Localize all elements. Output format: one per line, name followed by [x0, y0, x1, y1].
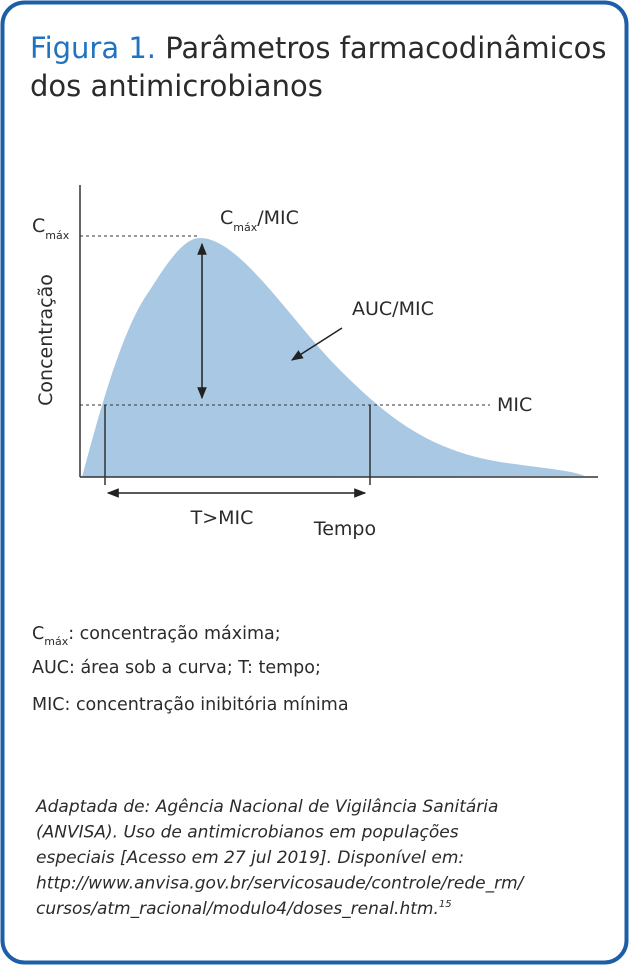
- label-part: C: [220, 207, 233, 229]
- label-part: C: [32, 215, 45, 237]
- mic-label: MIC: [497, 394, 532, 416]
- source-line: cursos/atm_racional/modulo4/doses_renal.…: [36, 899, 452, 919]
- title-line: dos antimicrobianos: [30, 69, 323, 103]
- auc-mic-label: AUC/MIC: [352, 298, 434, 320]
- x-axis-label: Tempo: [313, 518, 376, 540]
- label-part: /MIC: [257, 207, 299, 229]
- label-part: : concentração máxima;: [68, 624, 280, 644]
- source-text: http://www.anvisa.gov.br/servicosaude/co…: [36, 874, 526, 894]
- concentration-curve: [82, 238, 585, 477]
- cmax-mic-label: Cmáx/MIC: [220, 207, 299, 234]
- cmax-label: Cmáx: [32, 215, 70, 242]
- source-text: (ANVISA). Uso de antimicrobianos em popu…: [36, 823, 459, 843]
- source-text: Adaptada de: Agência Nacional de Vigilân…: [35, 797, 498, 817]
- label-sub: máx: [44, 635, 68, 648]
- source-line: http://www.anvisa.gov.br/servicosaude/co…: [36, 874, 526, 894]
- label-sub: máx: [233, 221, 257, 234]
- source-text: especiais [Acesso em 27 jul 2019]. Dispo…: [36, 848, 464, 868]
- legend-line: Cmáx: concentração máxima;: [32, 624, 281, 648]
- source-text: cursos/atm_racional/modulo4/doses_renal.…: [36, 899, 439, 919]
- legend-line: AUC: área sob a curva; T: tempo;: [32, 658, 321, 678]
- source-line: (ANVISA). Uso de antimicrobianos em popu…: [36, 823, 459, 843]
- legend-line: MIC: concentração inibitória mínima: [32, 695, 349, 715]
- source-line: especiais [Acesso em 27 jul 2019]. Dispo…: [36, 848, 464, 868]
- title-line: Parâmetros farmacodinâmicos: [165, 31, 606, 65]
- tmic-label: T>MIC: [190, 507, 254, 529]
- label-part: C: [32, 624, 44, 644]
- y-axis-label: Concentração: [35, 274, 57, 406]
- source: Adaptada de: Agência Nacional de Vigilân…: [35, 797, 526, 919]
- figure-label: Figura 1.: [30, 31, 156, 65]
- title: Figura 1. Parâmetros farmacodinâmicos: [30, 31, 607, 65]
- reference: 15: [439, 899, 452, 910]
- label-sub: máx: [45, 229, 69, 242]
- auc-arrow: [290, 327, 343, 361]
- source-line: Adaptada de: Agência Nacional de Vigilân…: [35, 797, 498, 817]
